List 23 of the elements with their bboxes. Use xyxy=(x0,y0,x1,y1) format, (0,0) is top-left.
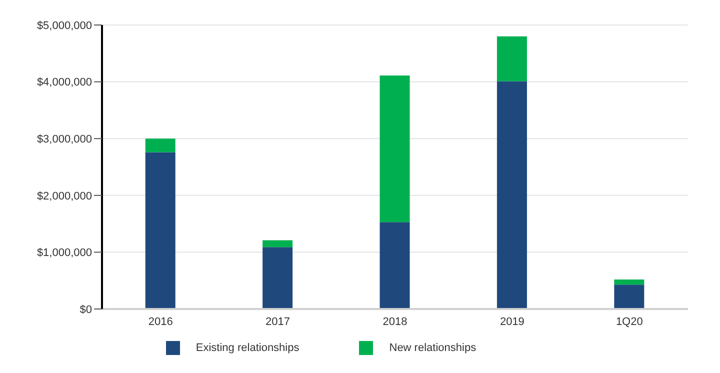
legend-label: New relationships xyxy=(389,342,476,354)
bar xyxy=(614,284,644,309)
x-tick-label: 2018 xyxy=(382,316,408,328)
y-tick-label: $1,000,000 xyxy=(36,247,92,260)
legend-label: Existing relationships xyxy=(196,342,300,354)
x-tick-label: 2019 xyxy=(500,316,524,328)
y-tick-label: $0 xyxy=(80,304,92,316)
bar xyxy=(496,81,527,309)
bar xyxy=(380,222,410,309)
x-tick-label: 1Q20 xyxy=(616,316,643,328)
x-tick-label: 2017 xyxy=(266,316,290,328)
bar xyxy=(145,152,176,309)
y-tick-label: $5,000,000 xyxy=(36,20,92,32)
y-tick-label: $4,000,000 xyxy=(36,76,92,89)
y-tick-label: $2,000,000 xyxy=(36,190,92,202)
bar xyxy=(262,240,293,248)
bar xyxy=(614,279,644,285)
bar xyxy=(145,138,176,152)
bar xyxy=(496,36,527,82)
bar xyxy=(380,76,410,222)
y-tick-label: $3,000,000 xyxy=(36,134,92,146)
bar xyxy=(262,247,293,309)
x-tick-label: 2016 xyxy=(148,316,173,328)
